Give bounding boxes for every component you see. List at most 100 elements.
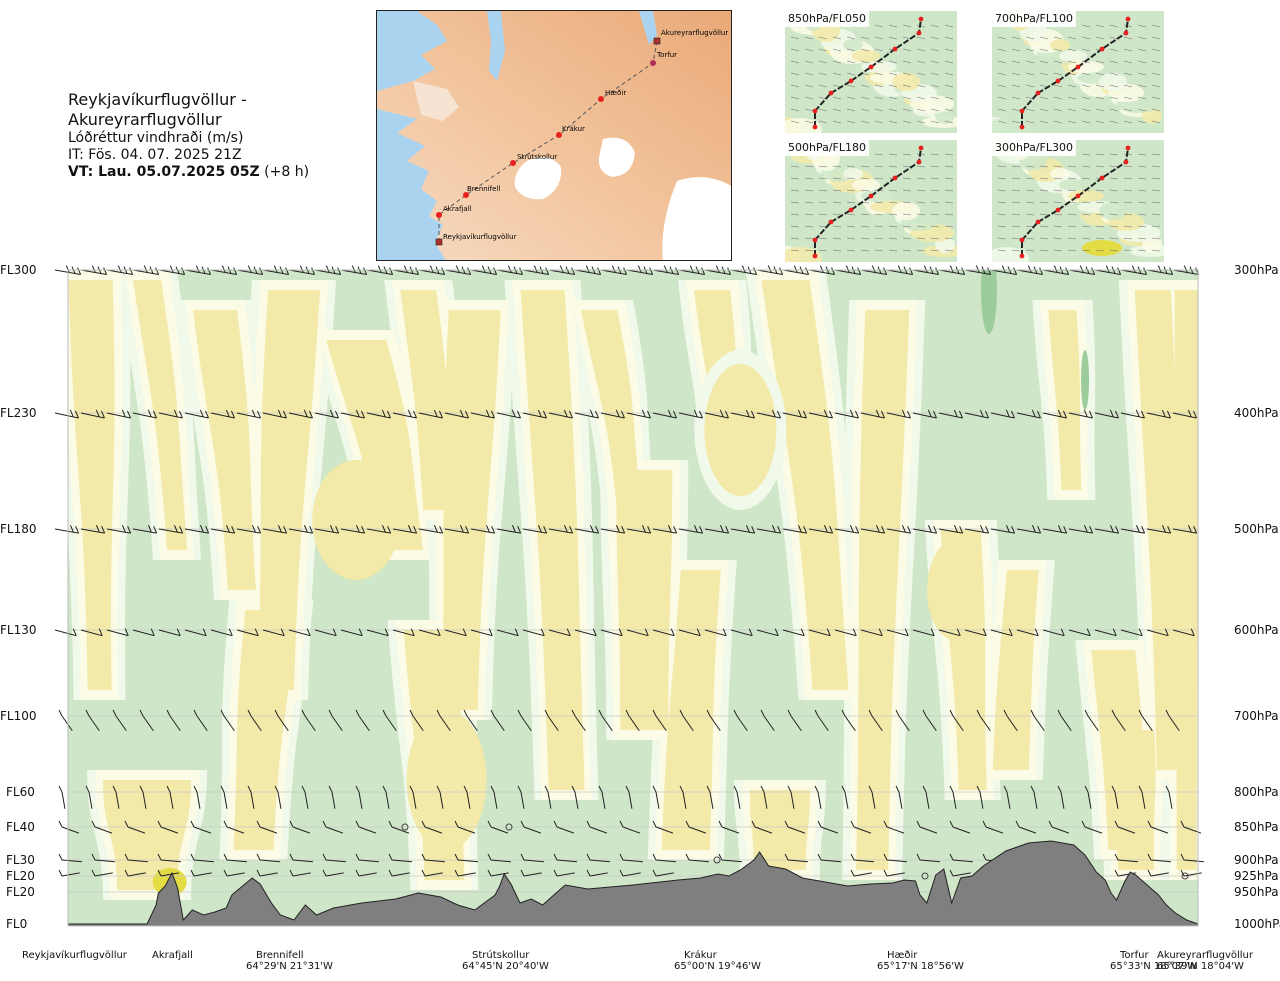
barb-fl230 [1094, 409, 1119, 419]
barb-fl60 [463, 785, 471, 809]
panel-barb [790, 177, 800, 180]
terrain-profile [67, 840, 1199, 927]
barb-fl130 [210, 628, 233, 637]
panel-barb [790, 165, 800, 168]
panel-barb [888, 96, 898, 100]
panel-barb [1109, 177, 1119, 180]
panel-barb [804, 36, 814, 40]
barb-fl20 [553, 869, 575, 877]
panel-barb [846, 84, 856, 88]
barb-fl230 [314, 409, 339, 419]
panel-barb [1011, 225, 1021, 228]
barb-fl30 [454, 853, 478, 863]
panel-barb [930, 225, 940, 228]
panel-barb [1123, 96, 1133, 100]
barb-fl60 [382, 785, 390, 809]
barb-fl300 [288, 265, 316, 276]
panel-barb [902, 201, 912, 204]
updraft-band [1048, 310, 1082, 490]
panel-barb [1137, 165, 1147, 168]
panel-barb [1081, 24, 1091, 28]
barb-fl230 [132, 409, 157, 419]
barb-fl40 [850, 820, 872, 834]
barb-fl300 [262, 265, 290, 276]
panel-barb [997, 72, 1007, 76]
barb-fl130 [236, 628, 259, 637]
panel-barb [944, 60, 954, 64]
panel-field-patch [892, 73, 920, 91]
panel-barb [804, 189, 814, 192]
barb-fl60 [652, 785, 660, 809]
panel-barb [1081, 120, 1091, 124]
issue-time: IT: Fös. 04. 07. 2025 21Z [68, 147, 242, 163]
updraft-cell [704, 364, 777, 496]
panel-barb [1081, 225, 1091, 228]
pressure-tick-label: 925hPa [1234, 869, 1279, 883]
level-panel-850: 850hPa/FL050 [785, 11, 957, 133]
barb-fl20 [1147, 869, 1169, 877]
barb-fl230 [184, 409, 209, 419]
updraft-band [68, 280, 115, 690]
barb-fl180 [1120, 525, 1146, 534]
barb-fl40 [1081, 820, 1103, 834]
barb-fl100 [274, 709, 289, 732]
panel-barb [818, 60, 828, 64]
panel-barb [1095, 24, 1105, 28]
barb-fl40 [91, 820, 113, 834]
panel-barb [1067, 96, 1077, 100]
barb-fl40 [1048, 820, 1070, 834]
panel-route-point [1055, 207, 1061, 213]
panel-barb [888, 201, 898, 204]
panel-field-patch [1082, 240, 1122, 256]
barb-fl60 [733, 785, 741, 809]
panel-barb [1081, 96, 1091, 100]
panel-barb [888, 225, 898, 228]
panel-barb [1151, 108, 1161, 112]
panel-barb [804, 84, 814, 88]
barb-fl100 [1111, 709, 1126, 732]
panel-barb [846, 189, 856, 192]
panel-barb [790, 60, 800, 64]
barb-fl130 [1016, 628, 1039, 637]
panel-barb [832, 120, 842, 124]
panel-barb [944, 48, 954, 52]
barb-fl130 [990, 628, 1013, 637]
barb-fl130 [964, 628, 987, 637]
barb-fl180 [106, 525, 132, 534]
panel-barb [1123, 213, 1133, 216]
panel-barb [1025, 60, 1035, 64]
panel-barb [916, 96, 926, 100]
valid-time: VT: Lau. 05.07.2025 05Z (+8 h) [68, 164, 388, 181]
panel-barb [1011, 72, 1021, 76]
barb-fl300 [132, 265, 160, 276]
barb-fl100 [1165, 709, 1180, 732]
panel-route-point [828, 90, 834, 96]
panel-route-point [1075, 193, 1081, 199]
panel-barb [997, 108, 1007, 112]
panel-barb [1137, 84, 1147, 88]
barb-fl40 [718, 820, 740, 834]
barb-fl20 [520, 869, 542, 877]
barb-fl60 [1057, 785, 1065, 809]
panel-barb [804, 96, 814, 100]
updraft-band [233, 610, 298, 850]
barb-fl180 [184, 525, 210, 534]
panel-barb [930, 96, 940, 100]
panel-barb [846, 72, 856, 76]
barb-fl130 [1094, 628, 1117, 637]
panel-route-point [916, 159, 922, 165]
panel-route-point [812, 253, 818, 259]
panel-barb [846, 60, 856, 64]
barb-fl100 [598, 709, 613, 732]
panel-barb [1053, 189, 1063, 192]
station-coord: 64°45'N 20°40'W [462, 961, 549, 972]
barb-fl100 [787, 709, 802, 732]
panel-barb [1011, 237, 1021, 240]
barb-fl180 [522, 525, 548, 534]
panel-barb [804, 237, 814, 240]
panel-barb [1025, 249, 1035, 252]
barb-fl100 [193, 709, 208, 732]
panel-barb [1053, 72, 1063, 76]
station-label: Hæðir 65°17'N 18°56'W [877, 950, 964, 972]
barb-fl40 [388, 820, 410, 834]
